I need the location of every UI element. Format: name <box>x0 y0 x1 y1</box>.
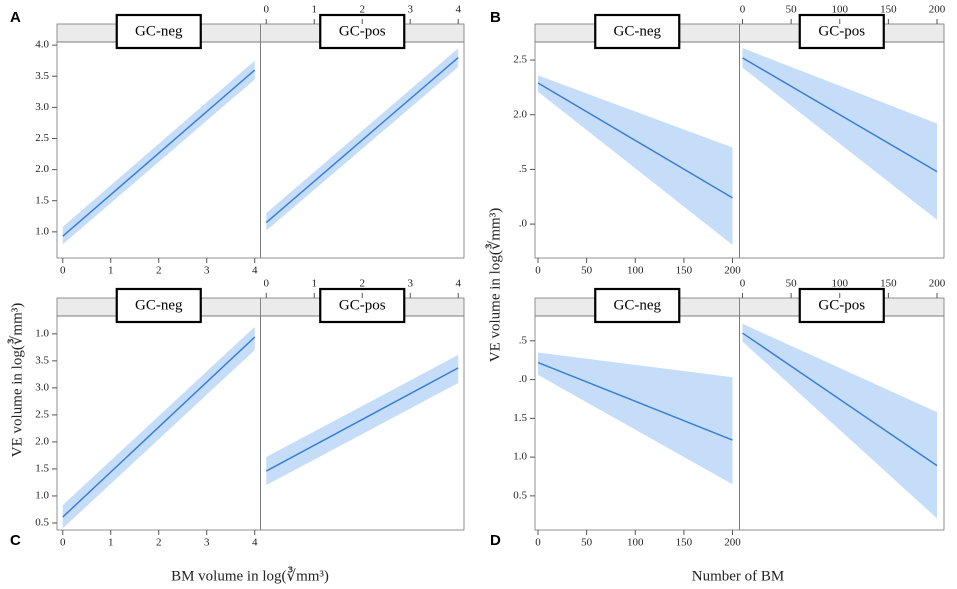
x-tick-label: 3 <box>407 4 413 16</box>
y-tick-label: 2.0 <box>35 435 49 447</box>
x-tick-label: 0 <box>740 278 746 290</box>
x-tick-label: 4 <box>455 278 461 290</box>
fit-line <box>265 367 459 472</box>
y-tick-label: 2.0 <box>513 108 527 120</box>
fit-line <box>742 332 938 467</box>
x-tick-label: 0 <box>264 278 270 290</box>
x-tick-label: 4 <box>252 537 258 549</box>
x-tick-label: 1 <box>312 278 318 290</box>
strip-label-box <box>798 13 885 50</box>
y-tick-label: 3.5 <box>35 354 49 366</box>
y-tick-label: 1.5 <box>35 194 49 206</box>
x-tick-label: 0 <box>60 537 66 549</box>
x-tick-label: 4 <box>455 4 461 16</box>
strip-label: GC-neg <box>614 297 662 313</box>
x-tick-label: 0 <box>264 4 270 16</box>
strip-label-box <box>594 287 681 324</box>
x-tick-label: 150 <box>880 4 897 16</box>
y-tick-label: 2.5 <box>35 408 49 420</box>
strip-label: GC-neg <box>135 297 183 313</box>
x-axis-label: BM volume in log(∛mm³) <box>171 566 329 584</box>
x-tick-label: 150 <box>676 265 693 277</box>
x-tick-label: 0 <box>60 265 66 277</box>
x-tick-label: 1 <box>108 265 114 277</box>
strip-label: GC-pos <box>818 297 865 313</box>
x-tick-label: 0 <box>535 537 541 549</box>
strip-label: GC-pos <box>339 297 386 313</box>
y-tick-label: .5 <box>519 334 528 346</box>
y-tick-label: 2.0 <box>35 163 49 175</box>
strip-label-box <box>115 13 202 50</box>
strip-label-box <box>115 287 202 324</box>
panel-label: D <box>490 532 501 549</box>
x-tick-label: 50 <box>581 265 593 277</box>
x-tick-label: 1 <box>108 537 114 549</box>
fit-line <box>62 69 256 237</box>
confidence-band <box>742 48 937 220</box>
x-tick-label: 4 <box>252 265 258 277</box>
strip-label: GC-neg <box>135 23 183 39</box>
y-axis-label: VE volume in log(∛mm³) <box>7 303 25 457</box>
y-tick-label: 4.0 <box>35 39 49 51</box>
y-axis-label: VE volume in log(∛mm³) <box>485 208 503 362</box>
x-tick-label: 150 <box>676 537 693 549</box>
y-tick-label: 2.5 <box>513 54 527 66</box>
x-tick-label: 100 <box>832 4 849 16</box>
x-tick-label: 200 <box>929 4 946 16</box>
x-tick-label: 2 <box>156 265 162 277</box>
y-tick-label: 3.0 <box>35 101 49 113</box>
fit-line <box>537 361 733 441</box>
y-tick-label: .5 <box>519 163 528 175</box>
y-tick-label: 2.5 <box>35 132 49 144</box>
panel-label: B <box>490 9 501 26</box>
panel-label: A <box>10 9 21 26</box>
x-tick-label: 3 <box>204 537 210 549</box>
x-tick-label: 0 <box>740 4 746 16</box>
y-tick-label: 1.5 <box>513 412 527 424</box>
x-tick-label: 50 <box>786 4 798 16</box>
x-tick-label: 200 <box>929 278 946 290</box>
fit-line <box>265 56 459 224</box>
x-tick-label: 150 <box>880 278 897 290</box>
panel-label: C <box>10 532 21 549</box>
y-tick-label: 1.5 <box>35 462 49 474</box>
x-tick-label: 3 <box>407 278 413 290</box>
x-tick-label: 100 <box>627 265 644 277</box>
strip-label: GC-pos <box>339 23 386 39</box>
x-tick-label: 200 <box>724 265 741 277</box>
y-tick-label: .0 <box>519 373 528 385</box>
y-tick-label: .0 <box>519 218 528 230</box>
x-tick-label: 100 <box>627 537 644 549</box>
fit-line <box>62 336 256 518</box>
y-tick-label: 0.5 <box>513 489 527 501</box>
fit-line <box>742 57 938 173</box>
y-tick-label: 1.0 <box>35 225 49 237</box>
x-tick-label: 50 <box>786 278 798 290</box>
y-tick-label: 1.0 <box>35 489 49 501</box>
x-tick-label: 200 <box>724 537 741 549</box>
y-tick-label: 0.5 <box>35 517 49 529</box>
confidence-band <box>538 352 733 485</box>
confidence-band <box>742 323 937 519</box>
x-tick-label: 2 <box>156 537 162 549</box>
x-tick-label: 50 <box>581 537 593 549</box>
strip-label: GC-pos <box>818 23 865 39</box>
x-tick-label: 2 <box>360 278 366 290</box>
y-tick-label: 1.0 <box>35 327 49 339</box>
strip-label: GC-neg <box>614 23 662 39</box>
x-tick-label: 100 <box>832 278 849 290</box>
strip-label-box <box>798 287 885 324</box>
x-tick-label: 3 <box>204 265 210 277</box>
x-tick-label: 2 <box>360 4 366 16</box>
strip-label-box <box>594 13 681 50</box>
y-tick-label: 3.5 <box>35 70 49 82</box>
y-tick-label: 3.0 <box>35 381 49 393</box>
x-tick-label: 0 <box>535 265 541 277</box>
x-axis-label: Number of BM <box>692 568 785 584</box>
y-tick-label: 1.0 <box>513 451 527 463</box>
fit-line <box>537 82 733 199</box>
confidence-band <box>538 75 733 245</box>
x-tick-label: 1 <box>312 4 318 16</box>
